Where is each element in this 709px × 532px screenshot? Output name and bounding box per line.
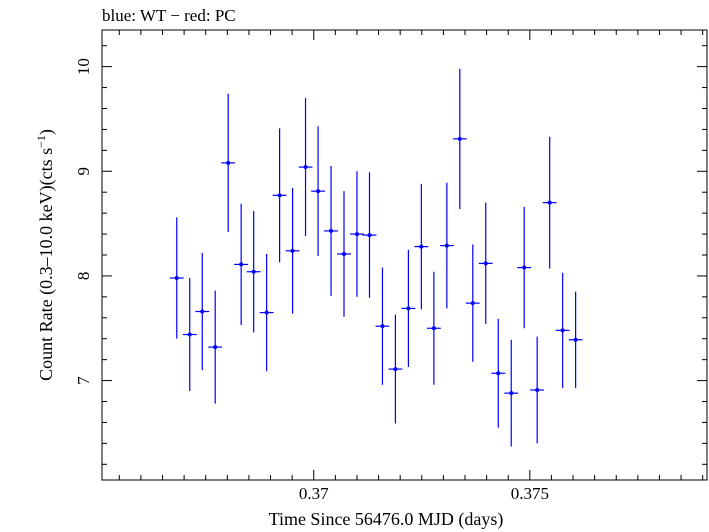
plot-frame (101, 29, 708, 481)
point-marker (444, 243, 449, 248)
data-point (478, 202, 493, 325)
data-point (414, 183, 429, 310)
data-point (504, 339, 519, 447)
y-tick-label: 7 (74, 376, 93, 385)
data-point (530, 336, 545, 444)
point-marker (560, 328, 565, 333)
point-marker (226, 160, 231, 165)
data-point (195, 252, 210, 371)
data-point (337, 191, 351, 317)
x-tick-label: 0.375 (511, 484, 549, 503)
data-point (491, 318, 506, 428)
point-marker (277, 193, 282, 198)
data-point (568, 291, 583, 388)
point-marker (380, 324, 385, 329)
data-point (362, 172, 377, 298)
x-axis-label: Time Since 56476.0 MJD (days) (269, 509, 504, 530)
data-point (285, 188, 300, 314)
y-tick-label: 9 (74, 167, 93, 176)
y-tick-label: 10 (74, 58, 93, 75)
point-marker (264, 310, 269, 315)
data-point (208, 290, 223, 404)
data-point (426, 271, 441, 385)
point-marker (187, 332, 192, 337)
y-axis-label-main: Count Rate (0.3–10.0 keV)(cts s (36, 148, 57, 381)
point-marker (535, 388, 540, 392)
y-axis-label-exponent: −1 (34, 135, 48, 148)
data-point (388, 314, 403, 424)
point-marker (200, 309, 205, 314)
point-marker (573, 337, 578, 342)
data-point (542, 136, 557, 269)
data-point (182, 278, 197, 392)
y-axis-label: Count Rate (0.3–10.0 keV)(cts s−1) (34, 129, 57, 381)
data-point (375, 267, 390, 385)
point-marker (251, 269, 256, 274)
data-points (169, 68, 583, 447)
data-point (350, 171, 364, 297)
point-marker (354, 232, 359, 237)
point-marker (522, 265, 527, 270)
point-marker (496, 371, 501, 376)
point-marker (419, 244, 424, 249)
point-marker (509, 391, 514, 396)
point-marker (174, 276, 179, 281)
point-marker (213, 345, 218, 350)
point-marker (457, 136, 462, 141)
point-marker (290, 248, 295, 253)
point-marker (393, 367, 398, 372)
point-marker (329, 228, 334, 233)
data-point (221, 93, 236, 232)
y-tick-label: 8 (74, 272, 93, 281)
data-point (169, 217, 184, 339)
chart-title: blue: WT − red: PC (102, 6, 236, 25)
data-point (311, 126, 325, 257)
x-axis-ticks: 0.37 0.375 (118, 30, 704, 503)
point-marker (431, 326, 436, 331)
data-point (234, 203, 249, 326)
point-marker (470, 301, 475, 306)
data-point (555, 272, 570, 388)
point-marker (367, 233, 372, 238)
point-marker (342, 251, 346, 256)
point-marker (483, 261, 488, 266)
point-marker (303, 165, 308, 170)
point-marker (406, 306, 411, 311)
y-axis-label-close: ) (36, 129, 57, 135)
data-point (465, 244, 480, 362)
point-marker (547, 200, 552, 205)
data-point (324, 166, 338, 296)
x-tick-label: 0.37 (299, 484, 329, 503)
data-point (298, 98, 313, 237)
data-point (452, 68, 467, 209)
data-point (272, 128, 287, 263)
data-point (401, 249, 416, 367)
data-point (439, 182, 454, 309)
point-marker (239, 262, 244, 267)
point-marker (316, 189, 321, 194)
data-point (259, 253, 274, 372)
data-point (246, 211, 261, 333)
data-point (517, 206, 532, 329)
y-axis-ticks: 7 8 9 10 (74, 45, 707, 465)
